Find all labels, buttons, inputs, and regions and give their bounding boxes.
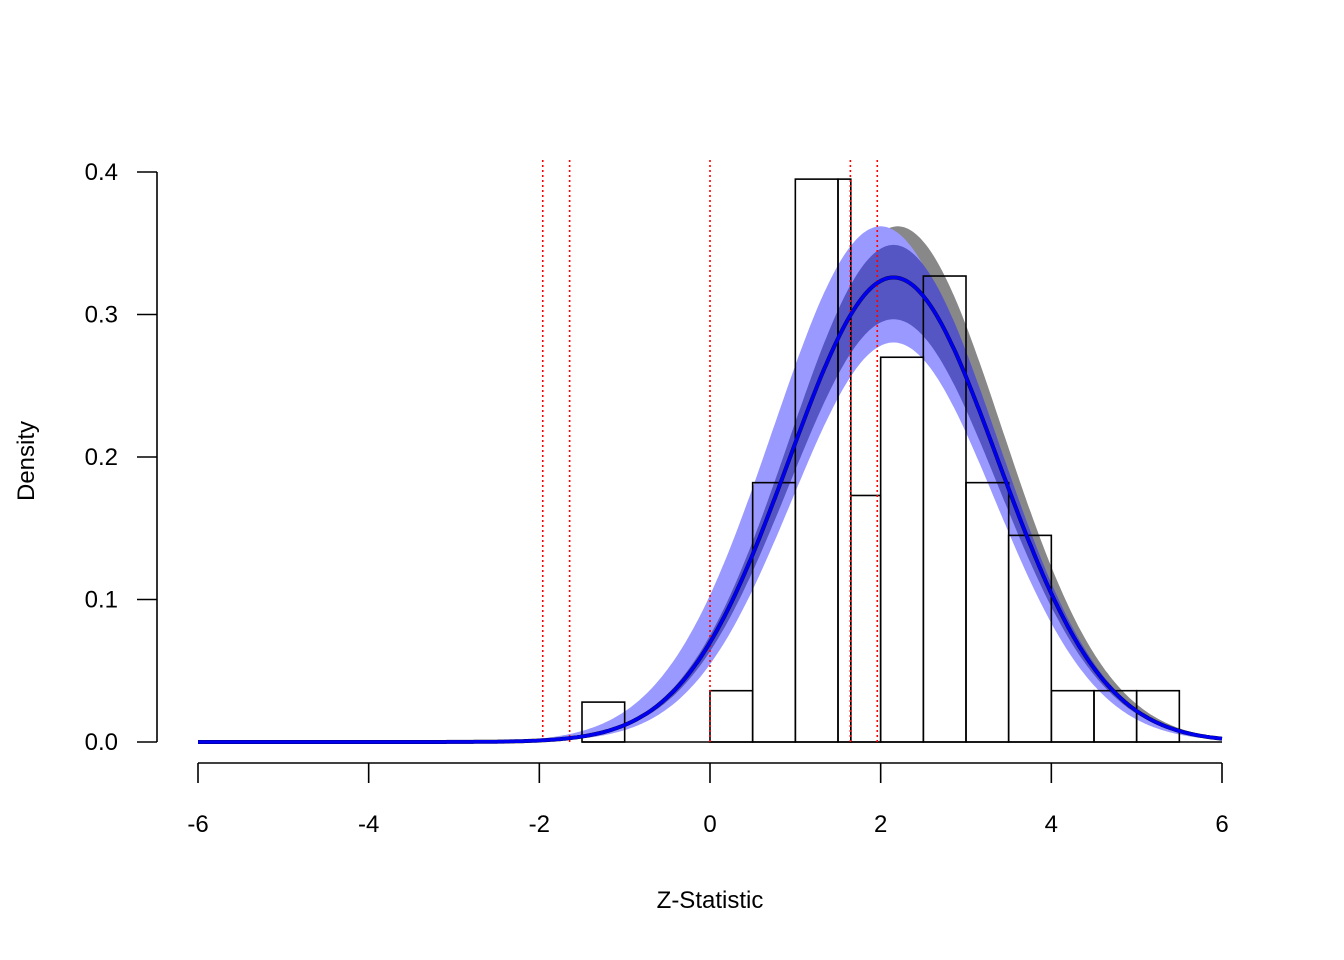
fitted-curve-outline xyxy=(198,275,1223,744)
histogram-bars xyxy=(581,178,1222,743)
x-axis-title: Z-Statistic xyxy=(657,887,764,914)
histogram-bar xyxy=(1050,689,1095,743)
inner-band xyxy=(198,244,1222,742)
outer-band xyxy=(198,226,1222,743)
x-tick-label: 6 xyxy=(1215,811,1228,838)
y-tick-label: 0.0 xyxy=(85,729,118,756)
fitted-curve xyxy=(198,275,1223,744)
y-tick-label: 0.4 xyxy=(85,159,118,186)
x-tick-label: -2 xyxy=(529,811,550,838)
histogram-bar xyxy=(709,689,754,743)
x-tick-label: 4 xyxy=(1045,811,1058,838)
histogram-bar xyxy=(965,481,1010,743)
x-tick-label: 0 xyxy=(703,811,716,838)
histogram-bar xyxy=(879,356,925,743)
y-tick-label: 0.2 xyxy=(85,444,118,471)
y-axis-title: Density xyxy=(13,421,40,501)
y-tick-label: 0.1 xyxy=(85,587,118,614)
x-tick-label: -4 xyxy=(358,811,379,838)
y-tick-label: 0.3 xyxy=(85,302,118,329)
x-tick-label: 2 xyxy=(874,811,887,838)
histogram-bar xyxy=(849,494,882,743)
fitted-curve-line xyxy=(198,275,1223,744)
density-bands xyxy=(198,226,1222,743)
x-tick-label: -6 xyxy=(187,811,208,838)
gray-band xyxy=(198,226,1222,743)
axes: 0.0 0.1 0.2 0.3 0.4 -6 -4 -2 0 2 4 6 xyxy=(85,159,1229,838)
